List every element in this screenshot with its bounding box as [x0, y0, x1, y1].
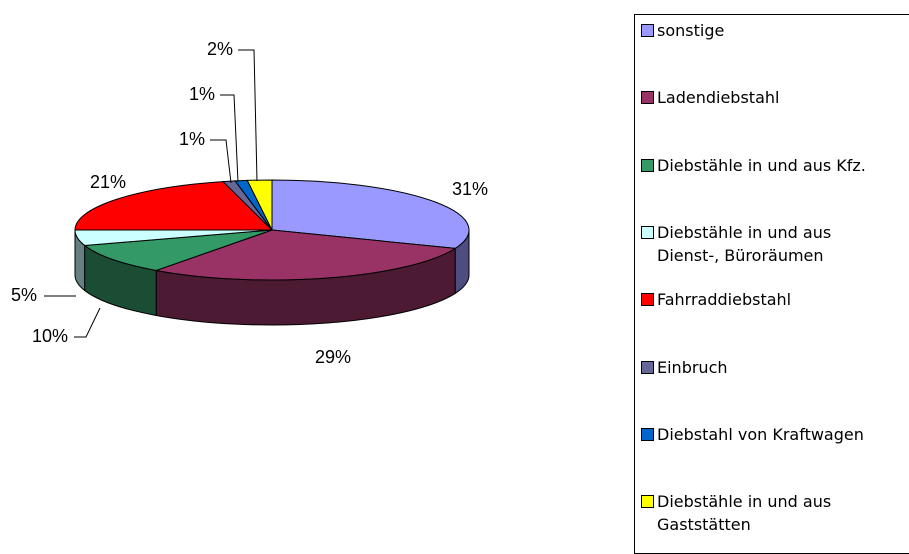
slice	[246, 179, 273, 231]
slice	[271, 179, 470, 249]
leader-line	[74, 307, 101, 338]
legend-item: Einbruch	[641, 356, 897, 379]
legend-item: Ladendiebstahl	[641, 86, 897, 109]
legend-label: Diebstähle in und aus Gaststätten	[657, 492, 832, 535]
slice	[83, 229, 273, 271]
legend-swatch	[641, 427, 654, 441]
data-label: 5%	[11, 285, 37, 305]
legend-label: Fahrraddiebstahl	[657, 290, 792, 310]
legend-item: Diebstahl von Kraftwagen	[641, 423, 897, 446]
legend-label: Ladendiebstahl	[657, 88, 780, 108]
legend-item: Diebstähle in und aus Kfz.	[641, 154, 897, 177]
legend-item: sonstige	[641, 19, 897, 42]
legend-swatch	[641, 91, 654, 105]
slice	[74, 181, 274, 231]
slice	[154, 229, 457, 281]
legend-swatch	[641, 360, 654, 374]
data-label: 1%	[179, 129, 205, 149]
legend-label: Diebstahl von Kraftwagen	[657, 424, 864, 444]
legend-item: Diebstähle in und aus Dienst-, Büroräume…	[641, 221, 897, 267]
chart: 31% 29% 10% 5% 21% 1% 1% 2%	[11, 39, 488, 367]
data-label: 10%	[32, 326, 68, 346]
page: {"chart_data": {"type": "pie", "categori…	[10, 14, 909, 554]
leader-line	[238, 49, 258, 182]
legend-label: sonstige	[657, 21, 725, 40]
data-label: 21%	[90, 172, 126, 192]
legend-item: Fahrraddiebstahl	[641, 288, 897, 311]
data-label: 1%	[189, 84, 215, 104]
legend-swatch	[641, 158, 654, 172]
legend-swatch	[641, 495, 654, 509]
legend-swatch	[641, 225, 654, 239]
legend: sonstige Ladendiebstahl Diebstähle in und …	[634, 14, 909, 554]
legend-swatch	[641, 293, 654, 307]
legend-item: Diebstähle in und aus Gaststätten	[641, 490, 897, 536]
leader-line	[220, 94, 239, 183]
data-label: 29%	[315, 347, 351, 367]
leader-line	[210, 139, 232, 184]
data-label: 2%	[207, 39, 233, 59]
legend-label: Diebstähle in und aus Dienst-, Büroräume…	[657, 222, 832, 265]
legend-label: Diebstähle in und aus Kfz.	[657, 155, 866, 175]
legend-swatch	[641, 24, 654, 37]
data-label: 31%	[452, 179, 488, 199]
legend-label: Einbruch	[657, 357, 728, 377]
